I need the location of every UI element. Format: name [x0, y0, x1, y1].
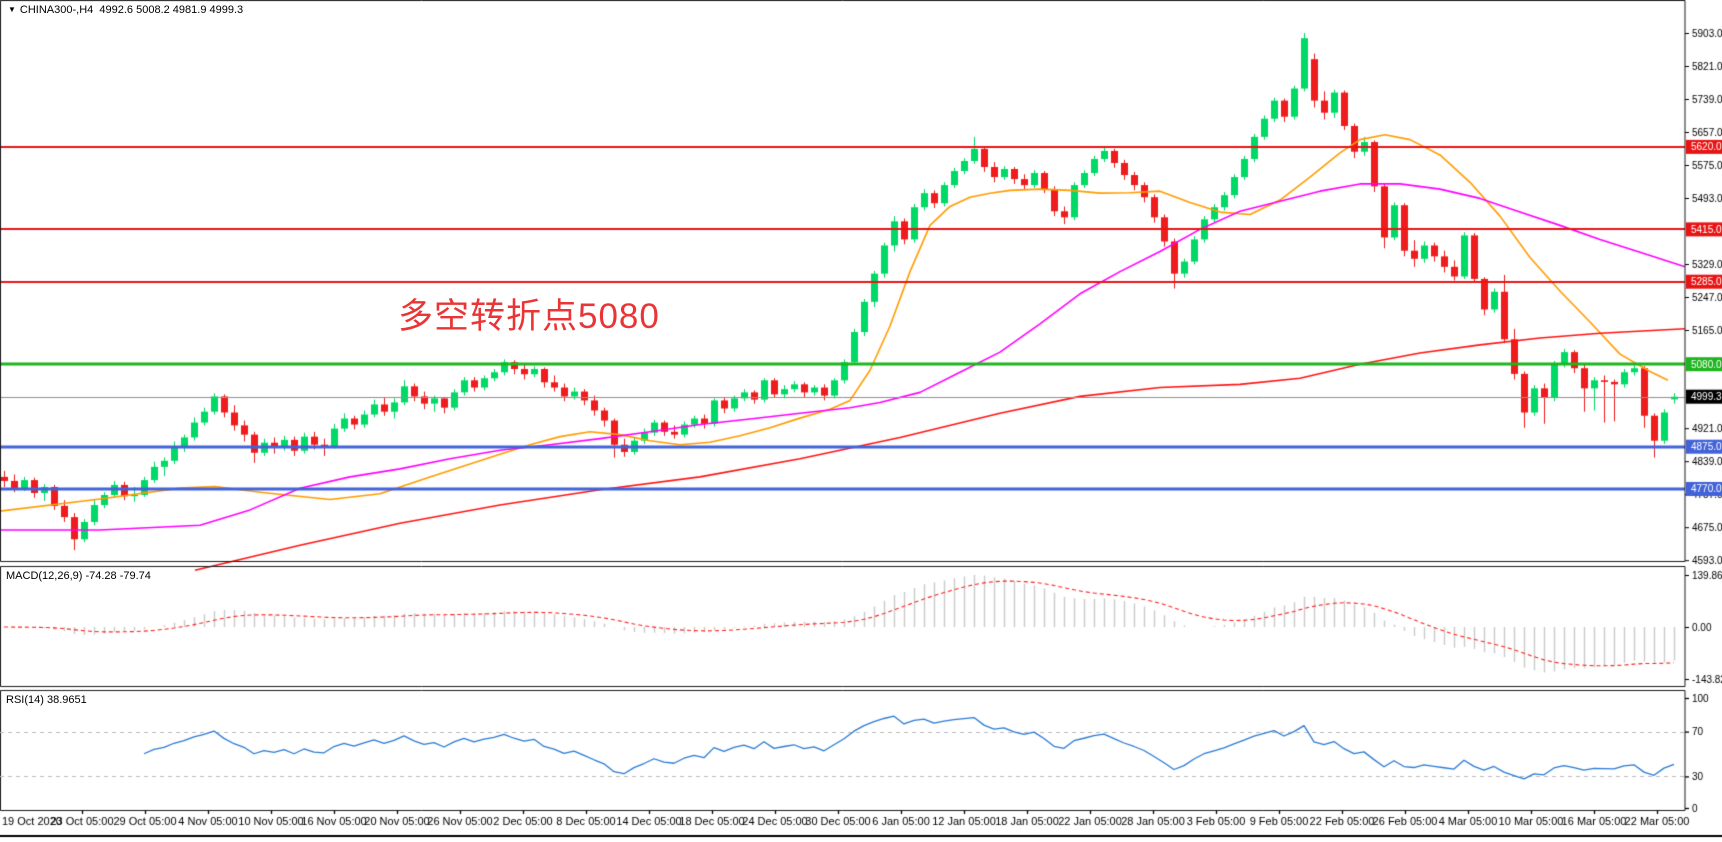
chart-text-annotation[interactable]: 多空转折点5080: [398, 297, 660, 336]
macd-indicator-label: MACD(12,26,9) -74.28 -79.74: [6, 570, 151, 582]
symbol-ohlc-header: ▼ CHINA300-,H4 4992.6 5008.2 4981.9 4999.…: [8, 4, 243, 16]
symbol-period-label: CHINA300-,H4: [19, 4, 94, 16]
chevron-down-icon[interactable]: ▼: [8, 5, 16, 14]
rsi-indicator-label: RSI(14) 38.9651: [6, 694, 87, 706]
ohlc-values: 4992.6 5008.2 4981.9 4999.3: [99, 4, 244, 16]
